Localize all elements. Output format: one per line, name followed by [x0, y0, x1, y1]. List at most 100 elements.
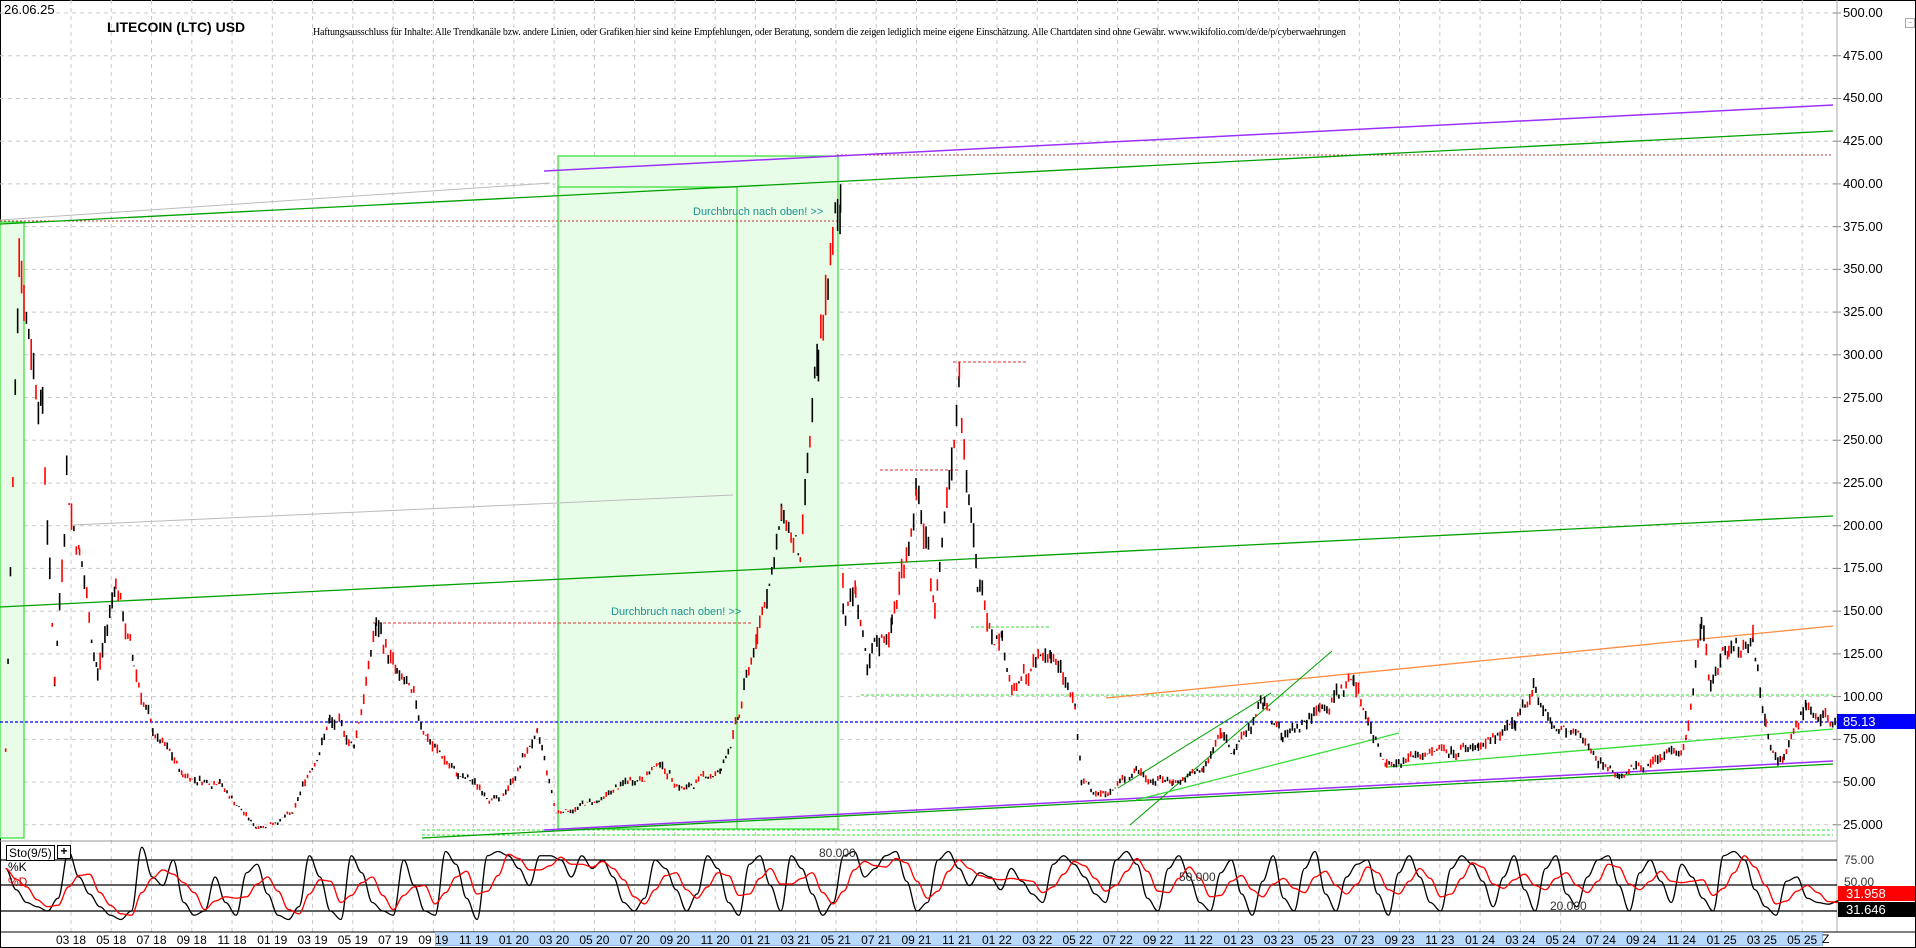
price-tick-label: 125.00 — [1843, 645, 1883, 661]
time-tick-label: 03 20 — [539, 933, 570, 947]
sto-axis-tick-50: 50.00 — [1844, 875, 1875, 889]
chart-title: LITECOIN (LTC) USD — [107, 19, 246, 35]
time-tick-label: 01 24 — [1465, 933, 1496, 947]
time-tick-label: 05 25 — [1787, 933, 1818, 947]
time-tick-label: 01 25 — [1706, 933, 1737, 947]
time-tick-label: 09 20 — [659, 933, 690, 947]
time-tick-label: 01 20 — [498, 933, 529, 947]
time-tick-label: 05 19 — [337, 933, 368, 947]
time-tick-label: 03 18 — [55, 933, 87, 947]
collapse-panel-button[interactable]: − — [1905, 18, 1915, 28]
annotation-breakout-1: Durchbruch nach oben! >> — [693, 206, 824, 218]
time-tick-label: 05 18 — [96, 933, 127, 947]
time-tick-label: 03 19 — [297, 933, 328, 947]
last-price-label: 85.13 — [1837, 714, 1915, 729]
trendline-lightgreen-1 — [1135, 732, 1400, 801]
grid — [0, 0, 1841, 932]
time-tick-label: 05 22 — [1062, 933, 1093, 947]
time-tick-label: 11 23 — [1425, 933, 1455, 947]
disclaimer: Haftungsausschluss für Inhalte: Alle Tre… — [313, 27, 1346, 38]
trendline-purple-lower — [543, 760, 1834, 831]
price-tick-label: 50.00 — [1843, 774, 1876, 790]
price-tick-label: 250.00 — [1843, 432, 1883, 448]
stochastic-k-line — [5, 846, 1839, 921]
chart-date: 26.06.25 — [4, 2, 55, 17]
time-tick-label: 09 23 — [1384, 933, 1415, 947]
time-axis-selection[interactable] — [435, 932, 1823, 946]
left-zone-fill — [0, 221, 25, 839]
trendline-purple-upper — [543, 104, 1834, 172]
price-tick-label: 475.00 — [1843, 47, 1883, 63]
price-tick-label: 275.00 — [1843, 389, 1883, 405]
stochastic-indicator-label[interactable]: Sto(9/5) — [6, 845, 55, 861]
time-tick-label: 11 20 — [700, 933, 730, 947]
price-bars — [4, 184, 1839, 830]
time-tick-label: 07 22 — [1102, 933, 1133, 947]
time-tick-label: 11 18 — [217, 933, 247, 947]
time-tick-label: 07 21 — [861, 933, 892, 947]
trendline-gray-mid — [72, 494, 734, 526]
time-tick-label: 09 19 — [418, 933, 449, 947]
stochastic-d-line — [5, 853, 1839, 916]
trendline-green-middle — [0, 515, 1834, 608]
price-tick-label: 375.00 — [1843, 218, 1883, 234]
time-tick-label: 09 22 — [1143, 933, 1174, 947]
time-tick-label: 07 23 — [1344, 933, 1375, 947]
breakout-zone-fill — [557, 155, 839, 830]
time-tick-label: 05 23 — [1304, 933, 1335, 947]
time-tick-label: 01 23 — [1223, 933, 1254, 947]
price-tick-label: 425.00 — [1843, 133, 1883, 149]
time-tick-label: 11 24 — [1666, 933, 1696, 947]
annotation-breakout-2: Durchbruch nach oben! >> — [611, 606, 742, 618]
price-tick-label: 75.00 — [1843, 731, 1876, 747]
price-tick-label: 400.00 — [1843, 175, 1883, 191]
trendline-green-channel-1 — [1129, 650, 1333, 826]
price-tick-label: 450.00 — [1843, 90, 1883, 106]
trendline-green-upper — [0, 130, 1834, 225]
time-tick-label: 05 21 — [820, 933, 851, 947]
sto-k-value: 31.646 — [1838, 902, 1915, 917]
trendline-green-lower — [421, 763, 1834, 839]
time-tick-label: 03 22 — [1022, 933, 1053, 947]
zoom-button[interactable]: Z — [1822, 932, 1830, 946]
time-tick-label: 03 23 — [1263, 933, 1294, 947]
price-tick-label: 225.00 — [1843, 474, 1883, 490]
time-tick-label: 07 24 — [1585, 933, 1616, 947]
time-tick-label: 03 25 — [1746, 933, 1777, 947]
price-tick-label: 150.00 — [1843, 603, 1883, 619]
time-tick-label: 07 20 — [619, 933, 650, 947]
time-tick-label: 09 21 — [901, 933, 932, 947]
time-tick-label: 09 24 — [1626, 933, 1657, 947]
legend-d: %D — [8, 875, 28, 889]
sto-level-label-50: 50.000 — [1179, 870, 1216, 884]
time-tick-label: 07 19 — [378, 933, 409, 947]
time-tick-label: 05 24 — [1545, 933, 1576, 947]
time-tick-label: 11 19 — [459, 933, 489, 947]
legend-k: %K — [8, 860, 27, 874]
price-tick-label: 350.00 — [1843, 261, 1883, 277]
trendline-orange — [1105, 625, 1834, 699]
time-tick-label: 03 21 — [780, 933, 811, 947]
time-tick-label: 01 22 — [981, 933, 1012, 947]
time-tick-label: 01 21 — [740, 933, 771, 947]
sto-level-label-80: 80.000 — [819, 846, 856, 860]
price-tick-label: 325.00 — [1843, 304, 1883, 320]
time-tick-label: 09 18 — [176, 933, 207, 947]
time-tick-label: 11 22 — [1183, 933, 1213, 947]
sto-level-label-20: 20.000 — [1550, 899, 1587, 913]
price-tick-label: 25.000 — [1843, 816, 1883, 832]
time-tick-label: 11 21 — [942, 933, 972, 947]
time-tick-label: 07 18 — [136, 933, 167, 947]
stochastic-lines — [5, 846, 1839, 921]
time-tick-label: 03 24 — [1505, 933, 1536, 947]
time-tick-label: 05 20 — [579, 933, 610, 947]
trendline-lightgreen-2 — [1386, 728, 1834, 768]
price-tick-label: 500.00 — [1843, 5, 1883, 20]
consolidation-box — [557, 186, 738, 830]
sto-d-value: 31.958 — [1838, 886, 1915, 901]
trendline-gray-upper — [0, 182, 551, 221]
price-tick-label: 175.00 — [1843, 560, 1883, 576]
price-tick-label: 300.00 — [1843, 346, 1883, 362]
add-indicator-button[interactable]: + — [57, 845, 71, 859]
